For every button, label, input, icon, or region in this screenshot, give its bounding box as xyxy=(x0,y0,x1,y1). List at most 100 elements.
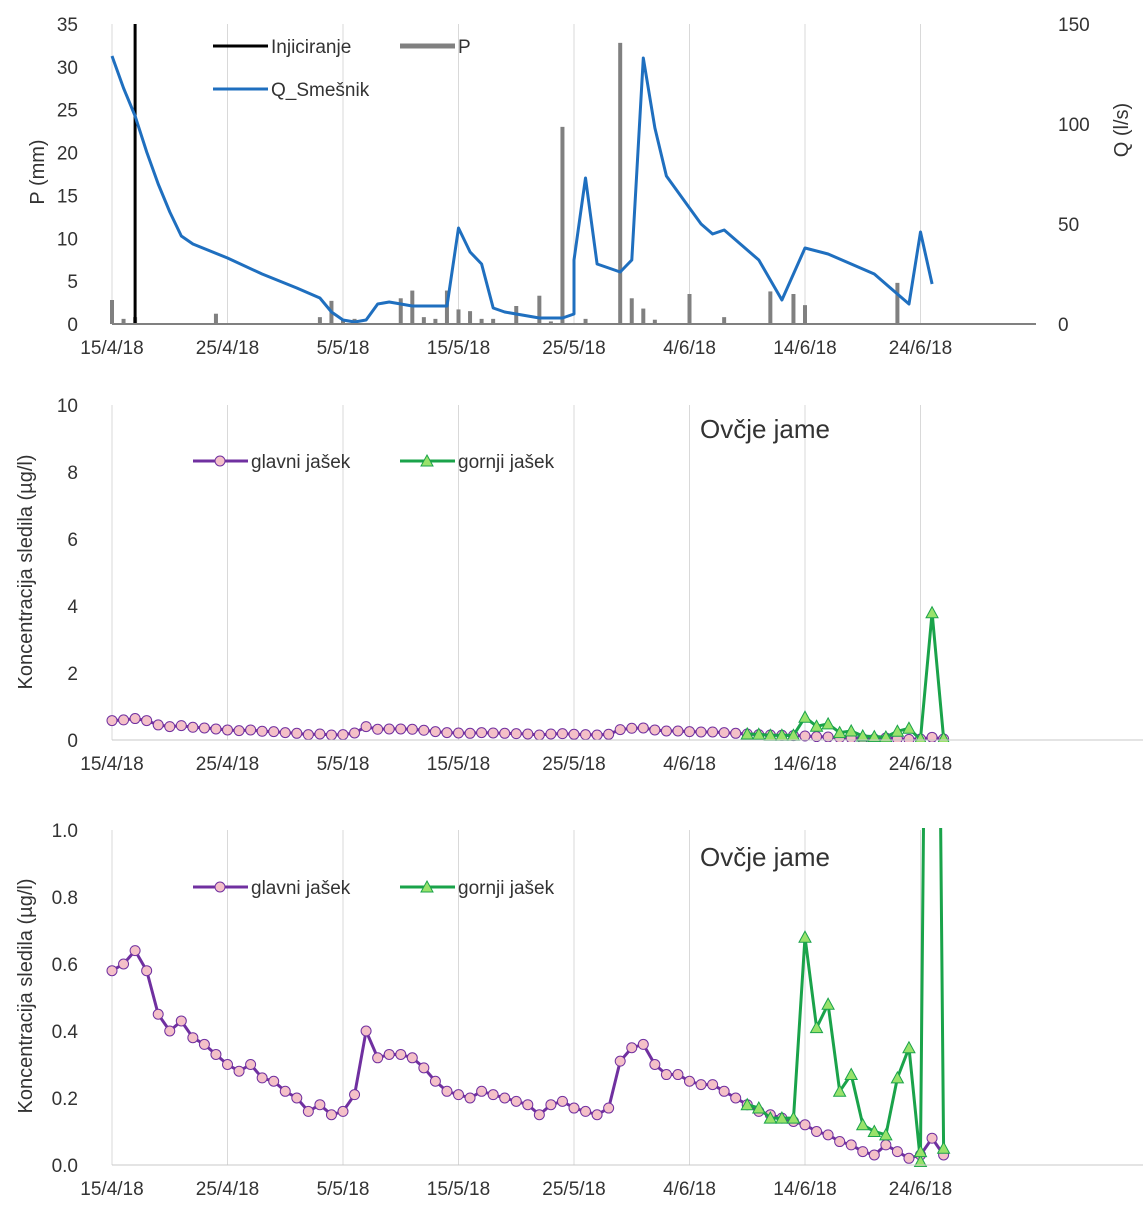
precip-bar xyxy=(722,317,727,324)
glavni-point xyxy=(325,1109,337,1121)
glavni-point xyxy=(476,727,488,739)
y2-tick-label: 100 xyxy=(1058,115,1090,136)
x-tick-label: 15/5/18 xyxy=(427,338,490,359)
glavni-point xyxy=(857,1146,869,1158)
glavni-point xyxy=(268,726,280,738)
gornji-point xyxy=(740,726,755,740)
tracer-lines-3 xyxy=(106,828,951,1167)
glavni-point xyxy=(453,727,464,739)
glavni-point xyxy=(222,724,233,736)
glavni-point xyxy=(591,729,603,741)
x-tick-label: 15/5/18 xyxy=(427,754,490,775)
glavni-point xyxy=(568,1102,580,1114)
glavni-point xyxy=(476,1085,488,1097)
legend-glavni-marker-2 xyxy=(214,455,226,467)
glavni-point xyxy=(811,1126,823,1137)
gornji-point xyxy=(855,1117,870,1131)
glavni-point xyxy=(603,728,615,740)
x-tick-label: 24/6/18 xyxy=(889,338,952,359)
glavni-point xyxy=(360,1025,372,1037)
glavni-point xyxy=(799,730,811,742)
y-tick-label: 4 xyxy=(67,597,78,618)
glavni-point xyxy=(429,1075,441,1087)
x-tick-label: 25/4/18 xyxy=(196,338,259,359)
glavni-point xyxy=(499,727,511,739)
x-ticks-2: 15/4/18 25/4/18 5/5/18 15/5/18 25/5/18 4/6/18… xyxy=(80,754,952,775)
gornji-point xyxy=(809,1020,824,1034)
glavni-point xyxy=(210,1048,222,1060)
y-axis-label-2: Koncentracija sledila (µg/l) xyxy=(15,455,37,690)
glavni-point xyxy=(637,722,649,734)
y-tick-label: 0.2 xyxy=(52,1089,78,1110)
gornji-line xyxy=(746,828,946,1164)
glavni-point xyxy=(141,965,153,977)
glavni-point xyxy=(302,1105,314,1117)
y-tick-label: 35 xyxy=(57,15,78,36)
gornji-point xyxy=(913,1154,928,1167)
glavni-point xyxy=(730,1092,742,1104)
glavni-point xyxy=(522,1099,534,1111)
glavni-point xyxy=(684,726,695,738)
glavni-point xyxy=(556,1095,568,1107)
gornji-line xyxy=(747,611,946,742)
gornji-point xyxy=(751,727,766,740)
precip-bar xyxy=(895,282,900,324)
x-tick-label: 4/6/18 xyxy=(663,754,716,775)
glavni-point xyxy=(626,1042,638,1054)
y2-tick-label: 150 xyxy=(1058,15,1090,36)
y-tick-label: 8 xyxy=(67,463,78,484)
glavni-point xyxy=(302,729,314,741)
y2-axis-label-1: Q (l/s) xyxy=(1111,103,1133,157)
legend-1: Injiciranje P Q_Smešnik xyxy=(213,37,471,101)
glavni-point xyxy=(187,721,199,733)
y-tick-label: 0.0 xyxy=(52,1156,78,1177)
precip-bar xyxy=(629,298,634,324)
legend-injection-label: Injiciranje xyxy=(271,37,351,58)
glavni-point xyxy=(660,1069,672,1081)
glavni-point xyxy=(533,1109,545,1121)
x-tick-label: 25/5/18 xyxy=(542,1179,605,1200)
precip-bar xyxy=(768,291,773,324)
y-tick-label: 0 xyxy=(67,315,78,336)
x-tick-label: 4/6/18 xyxy=(663,338,716,359)
glavni-point xyxy=(614,1055,626,1067)
y2-tick-label: 50 xyxy=(1058,215,1079,236)
glavni-point xyxy=(464,727,476,739)
gornji-point xyxy=(786,1111,801,1124)
discharge-line-layer xyxy=(110,55,934,324)
gornji-point xyxy=(775,1111,789,1124)
y-ticks-3: 0.0 0.2 0.4 0.6 0.8 1.0 xyxy=(52,821,79,1177)
y-axis-label-1: P (mm) xyxy=(27,139,49,204)
glavni-point xyxy=(464,1092,476,1104)
y2-ticks-1: 0 50 100 150 xyxy=(1058,15,1090,336)
grid-2 xyxy=(111,405,921,740)
x-tick-label: 5/5/18 xyxy=(317,754,370,775)
glavni-point xyxy=(406,723,418,735)
y-tick-label: 6 xyxy=(67,530,78,551)
y-ticks-1: 0 5 10 15 20 25 30 35 xyxy=(57,15,78,336)
gornji-point xyxy=(936,1141,951,1154)
precip-bar xyxy=(398,298,403,324)
legend-q-label: Q_Smešnik xyxy=(271,80,370,101)
gornji-point xyxy=(879,1127,893,1141)
x-ticks-3: 15/4/18 25/4/18 5/5/18 15/5/18 25/5/18 4/6/18… xyxy=(80,1179,952,1200)
glavni-point xyxy=(245,1059,257,1070)
glavni-point xyxy=(337,729,349,741)
glavni-point xyxy=(903,733,915,742)
glavni-point xyxy=(533,729,545,741)
glavni-point xyxy=(695,726,707,738)
precip-bar xyxy=(456,309,461,324)
glavni-point xyxy=(903,1152,915,1164)
gornji-point xyxy=(844,723,859,737)
x-tick-label: 25/5/18 xyxy=(542,754,605,775)
y-tick-label: 0.6 xyxy=(52,955,78,976)
glavni-point xyxy=(545,728,557,740)
glavni-point xyxy=(279,727,291,739)
glavni-point xyxy=(118,958,130,970)
chart-tracer-full: 15/4/18 25/4/18 5/5/18 15/5/18 25/5/18 4/6/18… xyxy=(15,396,1143,775)
glavni-point xyxy=(556,728,568,740)
y-axis-label-3: Koncentracija sledila (µg/l) xyxy=(15,879,37,1114)
y-tick-label: 0.8 xyxy=(52,888,78,909)
glavni-point xyxy=(718,1085,730,1097)
glavni-point xyxy=(291,1092,303,1104)
